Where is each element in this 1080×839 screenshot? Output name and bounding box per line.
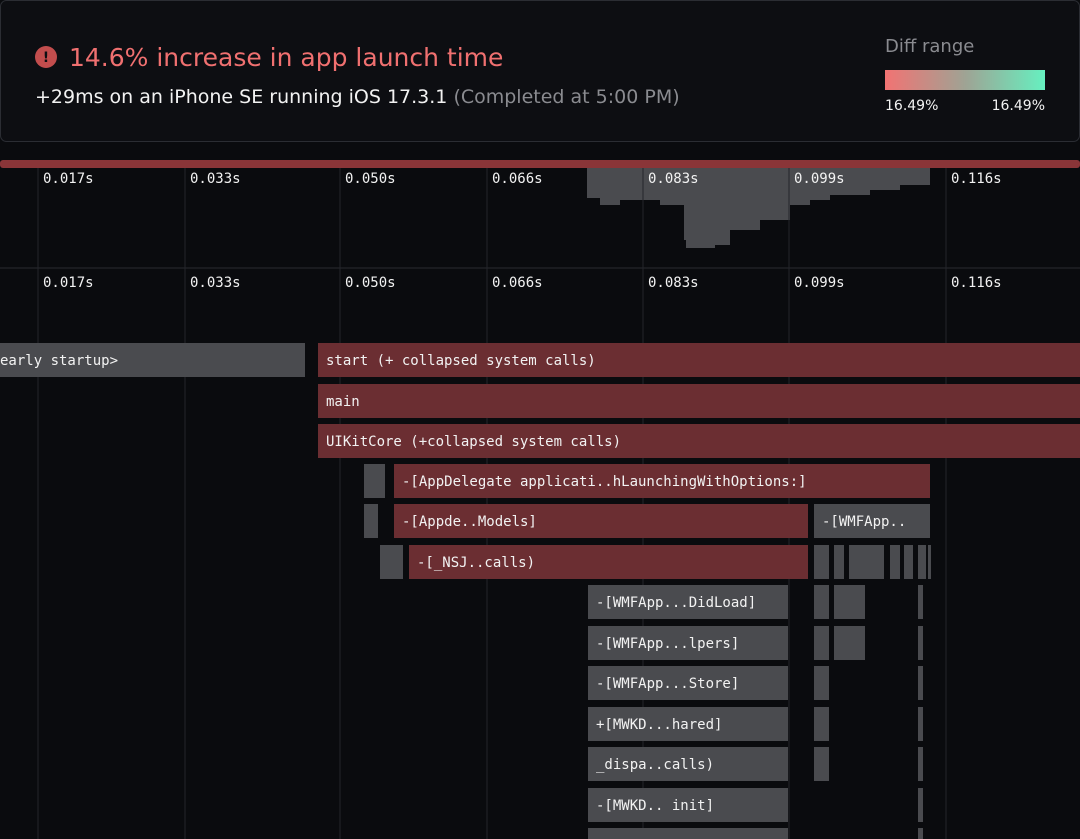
frame-label: _dispa..calls): [596, 757, 714, 773]
flame-frame: [918, 585, 923, 619]
flame-frame: [834, 545, 844, 579]
tick-label: 0.099s: [794, 275, 845, 291]
flame-frame: [394, 464, 930, 498]
flame-frame: [834, 585, 865, 619]
alert-icon: [35, 46, 57, 68]
tick-label: 0.066s: [492, 275, 543, 291]
flame-frame: [928, 545, 931, 579]
tick-label: 0.017s: [43, 171, 94, 187]
subtitle-text: +29ms on an iPhone SE running iOS 17.3.1: [35, 86, 447, 108]
flame-frame: [364, 504, 378, 538]
diff-min: 16.49%: [885, 98, 938, 114]
tick-label: 0.083s: [648, 275, 699, 291]
flame-frame: [318, 384, 1080, 418]
flame-frame: [380, 545, 403, 579]
flame-frame: [814, 504, 930, 538]
flame-frame: [588, 828, 788, 839]
flame-frame: [364, 464, 385, 498]
flame-frame: [918, 626, 923, 660]
diff-max: 16.49%: [992, 98, 1045, 114]
flame-frame: [814, 707, 829, 741]
status: (Completed at 5:00 PM): [453, 86, 679, 108]
flame-frame: [588, 788, 788, 822]
minimap-strip: [0, 160, 1080, 168]
flame-frame: [814, 585, 829, 619]
flame-frame: [588, 626, 788, 660]
tick-label: 0.050s: [345, 171, 396, 187]
diff-range-label: Diff range: [885, 36, 974, 57]
flame-frame: [918, 747, 923, 781]
frame-label: -[Appde..Models]: [402, 514, 537, 530]
tick-label: 0.116s: [951, 171, 1002, 187]
frame-label: early startup>: [0, 353, 118, 369]
subtitle: +29ms on an iPhone SE running iOS 17.3.1…: [35, 86, 680, 108]
flame-frame: [890, 545, 900, 579]
frame-label: main: [326, 394, 360, 410]
flame-frame: [814, 626, 829, 660]
flame-frame: [318, 424, 1080, 458]
flame-frame: [918, 545, 926, 579]
flame-frame: [588, 585, 788, 619]
flame-frame: [814, 545, 829, 579]
flame-frame: [904, 545, 913, 579]
frame-label: -[WMFApp...DidLoad]: [596, 595, 756, 611]
flame-frame: [918, 828, 923, 839]
flame-frame: [918, 707, 923, 741]
flame-frame: [814, 747, 829, 781]
tick-label: 0.083s: [648, 171, 699, 187]
frame-label: UIKitCore (+collapsed system calls): [326, 434, 621, 450]
flame-frame: [318, 343, 1080, 377]
flame-frame: [394, 504, 808, 538]
frame-label: start (+ collapsed system calls): [326, 353, 596, 369]
flame-frame: [588, 666, 788, 700]
tick-label: 0.017s: [43, 275, 94, 291]
flame-frame: [409, 545, 808, 579]
minimap-silhouette: [587, 168, 930, 248]
tick-label: 0.099s: [794, 171, 845, 187]
frame-label: +[MWKD...hared]: [596, 717, 722, 733]
frame-label: -[_NSJ..calls): [417, 555, 535, 571]
title: 14.6% increase in app launch time: [69, 43, 503, 72]
flame-frame: [588, 707, 788, 741]
flame-frame: [918, 666, 923, 700]
diff-gradient: [885, 70, 1045, 90]
frame-label: -[WMFApp...Store]: [596, 676, 739, 692]
flame-frame: [918, 788, 923, 822]
frame-label: -[WMFApp..: [822, 514, 906, 530]
frame-label: -[WMFApp...lpers]: [596, 636, 739, 652]
frame-label: -[AppDelegate applicati..hLaunchingWithO…: [402, 474, 807, 490]
flame-frame: [814, 666, 829, 700]
alert-mark: !: [43, 50, 49, 66]
tick-label: 0.050s: [345, 275, 396, 291]
tick-label: 0.116s: [951, 275, 1002, 291]
frame-label: -[MWKD.. init]: [596, 798, 714, 814]
tick-label: 0.033s: [190, 275, 241, 291]
tick-label: 0.033s: [190, 171, 241, 187]
flame-frame: [0, 343, 305, 377]
tick-label: 0.066s: [492, 171, 543, 187]
flame-frame: [849, 545, 884, 579]
flame-frame: [588, 747, 788, 781]
flame-frame: [834, 626, 865, 660]
